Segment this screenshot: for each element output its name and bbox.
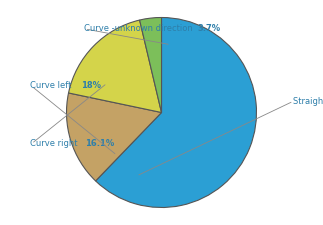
Wedge shape	[67, 93, 162, 181]
Text: Curve left: Curve left	[30, 81, 74, 90]
Text: Curve -unknown direction: Curve -unknown direction	[84, 24, 195, 33]
Wedge shape	[68, 20, 162, 112]
Text: 18%: 18%	[80, 81, 100, 90]
Wedge shape	[140, 18, 162, 112]
Text: Curve right: Curve right	[30, 139, 80, 148]
Text: Straight: Straight	[293, 97, 323, 106]
Text: 16.1%: 16.1%	[85, 139, 114, 148]
Text: 3.7%: 3.7%	[198, 24, 221, 33]
Wedge shape	[96, 18, 256, 207]
